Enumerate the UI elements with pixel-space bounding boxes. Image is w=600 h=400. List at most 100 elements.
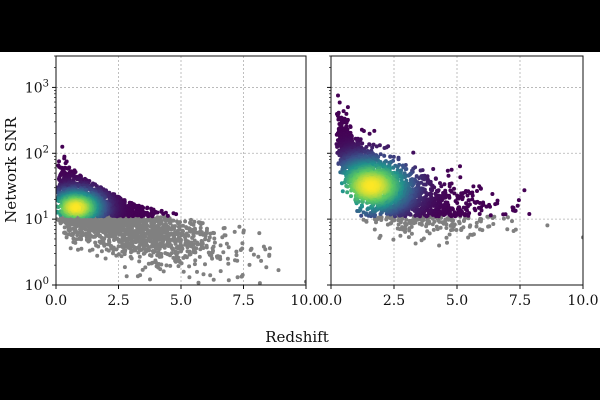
point-below-threshold	[470, 232, 475, 237]
point-below-threshold	[364, 219, 369, 224]
point-below-threshold	[218, 243, 223, 248]
point-below-threshold	[234, 249, 239, 254]
point-below-threshold	[66, 232, 71, 237]
point-below-threshold	[123, 242, 128, 247]
point-below-threshold	[140, 267, 145, 272]
point-above-threshold	[342, 180, 347, 185]
point-below-threshold	[403, 229, 408, 234]
point-below-threshold	[156, 262, 161, 266]
point-below-threshold	[73, 230, 78, 234]
point-below-threshold	[211, 277, 216, 282]
point-above-threshold	[107, 195, 112, 200]
point-below-threshold	[76, 217, 81, 222]
point-below-threshold	[104, 247, 109, 252]
point-above-threshold	[452, 186, 456, 191]
y-tick-base: 10	[25, 212, 43, 228]
point-below-threshold	[224, 241, 229, 246]
point-above-threshold	[336, 93, 340, 98]
point-below-threshold	[136, 239, 141, 243]
point-below-threshold	[126, 230, 131, 235]
point-below-threshold	[141, 245, 146, 250]
point-above-threshold	[461, 205, 466, 210]
point-below-threshold	[183, 241, 188, 246]
point-above-threshold	[372, 128, 377, 133]
point-above-threshold	[335, 144, 340, 149]
point-below-threshold	[474, 224, 479, 229]
y-tick-label: 101	[25, 210, 49, 228]
point-below-threshold	[78, 234, 83, 239]
point-below-threshold	[165, 237, 170, 242]
point-above-threshold	[337, 100, 342, 105]
point-below-threshold	[163, 251, 168, 256]
bottom-black-band	[0, 348, 600, 400]
point-below-threshold	[103, 229, 108, 234]
point-above-threshold	[493, 202, 498, 207]
point-below-threshold	[208, 273, 213, 278]
y-tick-label: 102	[25, 144, 49, 162]
x-tick-label: 10.0	[290, 293, 321, 309]
point-below-threshold	[148, 277, 152, 282]
point-above-threshold	[448, 188, 453, 193]
point-below-threshold	[135, 274, 140, 279]
point-below-threshold	[210, 250, 214, 255]
point-above-threshold	[428, 187, 433, 192]
point-below-threshold	[86, 227, 91, 232]
point-above-threshold	[490, 192, 495, 196]
point-below-threshold	[256, 254, 261, 259]
point-below-threshold	[70, 232, 75, 237]
point-below-threshold	[100, 238, 105, 243]
point-above-threshold	[359, 213, 364, 218]
y-tick-exponent: 2	[43, 144, 49, 155]
point-below-threshold	[140, 235, 145, 240]
point-below-threshold	[103, 256, 108, 261]
point-below-threshold	[235, 275, 240, 280]
point-below-threshold	[68, 246, 73, 251]
point-below-threshold	[161, 234, 166, 239]
point-below-threshold	[169, 251, 174, 256]
point-below-threshold	[444, 222, 449, 227]
point-below-threshold	[105, 218, 110, 223]
point-below-threshold	[210, 256, 215, 261]
point-below-threshold	[434, 224, 439, 229]
point-above-threshold	[344, 120, 349, 125]
point-above-threshold	[476, 205, 481, 210]
point-below-threshold	[101, 241, 106, 246]
point-below-threshold	[171, 237, 176, 242]
point-below-threshold	[237, 224, 242, 229]
point-below-threshold	[480, 228, 485, 233]
point-below-threshold	[130, 232, 135, 237]
point-below-threshold	[111, 251, 115, 256]
point-below-threshold	[492, 214, 497, 219]
point-below-threshold	[239, 274, 244, 279]
point-above-threshold	[441, 208, 446, 213]
point-below-threshold	[190, 235, 195, 240]
point-above-threshold	[456, 205, 461, 210]
point-below-threshold	[129, 235, 134, 240]
point-below-threshold	[84, 237, 89, 242]
point-below-threshold	[137, 243, 142, 248]
point-below-threshold	[177, 260, 182, 264]
point-below-threshold	[135, 231, 140, 236]
point-below-threshold	[379, 218, 384, 222]
point-below-threshold	[181, 223, 185, 228]
point-below-threshold	[153, 258, 158, 263]
point-below-threshold	[226, 245, 231, 250]
point-below-threshold	[72, 223, 77, 228]
point-above-threshold	[360, 141, 365, 146]
point-below-threshold	[461, 225, 466, 230]
point-below-threshold	[87, 235, 92, 240]
point-below-threshold	[152, 238, 156, 243]
point-below-threshold	[73, 227, 78, 232]
point-below-threshold	[193, 227, 197, 232]
point-below-threshold	[247, 262, 252, 267]
point-below-threshold	[400, 216, 405, 221]
point-above-threshold	[479, 208, 484, 213]
point-below-threshold	[127, 241, 132, 246]
point-below-threshold	[505, 215, 510, 220]
point-below-threshold	[396, 218, 401, 223]
point-above-threshold	[63, 161, 68, 166]
point-below-threshold	[195, 240, 200, 245]
point-below-threshold	[158, 267, 163, 272]
